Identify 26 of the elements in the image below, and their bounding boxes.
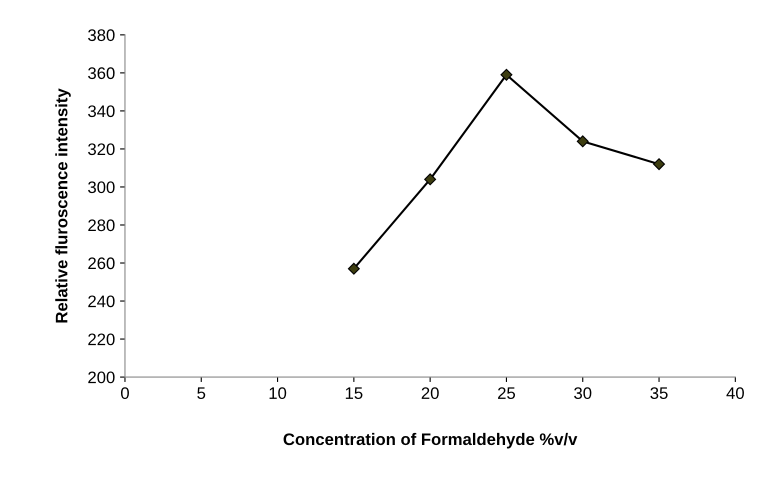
y-tick-label: 280 <box>88 219 115 232</box>
x-axis-title: Concentration of Formaldehyde %v/v <box>284 432 578 448</box>
x-tick-label: 30 <box>574 387 592 400</box>
x-tick-label: 15 <box>346 387 362 400</box>
y-tick-label: 360 <box>88 67 115 80</box>
y-tick-label: 260 <box>88 257 115 270</box>
x-tick-label: 25 <box>498 387 516 400</box>
point <box>576 135 589 148</box>
point <box>653 158 665 170</box>
y-tick-label: 240 <box>88 295 115 308</box>
point <box>424 173 436 186</box>
x-tick-label: 20 <box>422 387 439 400</box>
point <box>500 68 512 81</box>
x-tick-label: 0 <box>120 387 129 400</box>
y-tick-label: 300 <box>88 181 115 194</box>
y-tick-label: 380 <box>88 29 115 42</box>
y-tick-label: 220 <box>88 333 115 346</box>
y-axis-title: Relative fluroscence intensity <box>55 88 71 322</box>
point <box>348 262 360 275</box>
y-tick-label: 200 <box>88 371 115 384</box>
x-tick-label: 10 <box>270 387 286 400</box>
x-tick-label: 5 <box>197 387 206 400</box>
y-tick-label: 340 <box>88 105 115 118</box>
x-tick-label: 35 <box>650 387 668 400</box>
x-tick-label: 40 <box>726 387 744 400</box>
y-tick-label: 320 <box>88 143 115 156</box>
